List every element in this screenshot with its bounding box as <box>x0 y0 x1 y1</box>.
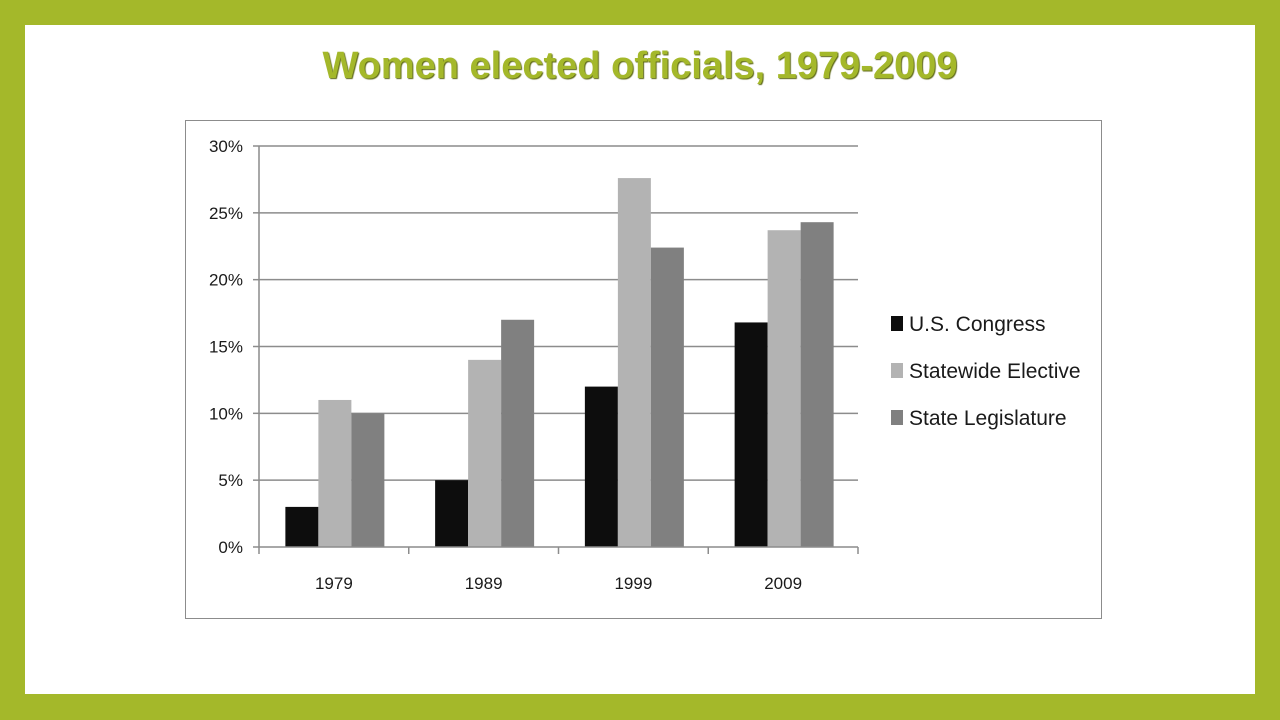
bar <box>617 178 651 547</box>
x-tick-label: 2009 <box>764 574 802 593</box>
y-tick-label: 10% <box>209 404 243 423</box>
x-tick-label: 1979 <box>315 574 353 593</box>
legend-label: Statewide Elective <box>909 360 1081 383</box>
bar <box>468 359 502 547</box>
bar <box>318 399 352 547</box>
legend-swatch <box>891 410 903 425</box>
legend-label: State Legislature <box>909 407 1067 430</box>
x-tick-label: 1989 <box>465 574 503 593</box>
y-tick-label: 30% <box>209 137 243 156</box>
axes <box>253 145 859 554</box>
bar <box>584 386 618 547</box>
tick-labels: 0% 5% 10% 15% 20% 25% 30% 1979 1989 1999 2009 <box>209 137 802 593</box>
y-tick-label: 0% <box>218 538 243 557</box>
chart-title: Women elected officials, 1979-2009 <box>322 45 958 87</box>
bar <box>501 319 535 547</box>
x-tick-label: 1999 <box>614 574 652 593</box>
y-tick-label: 5% <box>218 471 243 490</box>
y-tick-label: 15% <box>209 338 243 357</box>
bars <box>285 178 834 547</box>
bar <box>767 230 801 547</box>
bar <box>435 480 469 547</box>
legend-label: U.S. Congress <box>909 313 1046 336</box>
legend-swatch <box>891 363 903 378</box>
bar <box>650 247 684 547</box>
legend: U.S. Congress Statewide Elective State Leg… <box>891 313 1081 430</box>
legend-swatch <box>891 316 903 331</box>
bar <box>800 222 834 547</box>
bar <box>734 322 768 547</box>
y-tick-label: 20% <box>209 271 243 290</box>
bar <box>351 413 385 547</box>
y-tick-label: 25% <box>209 204 243 223</box>
bar <box>285 506 319 547</box>
